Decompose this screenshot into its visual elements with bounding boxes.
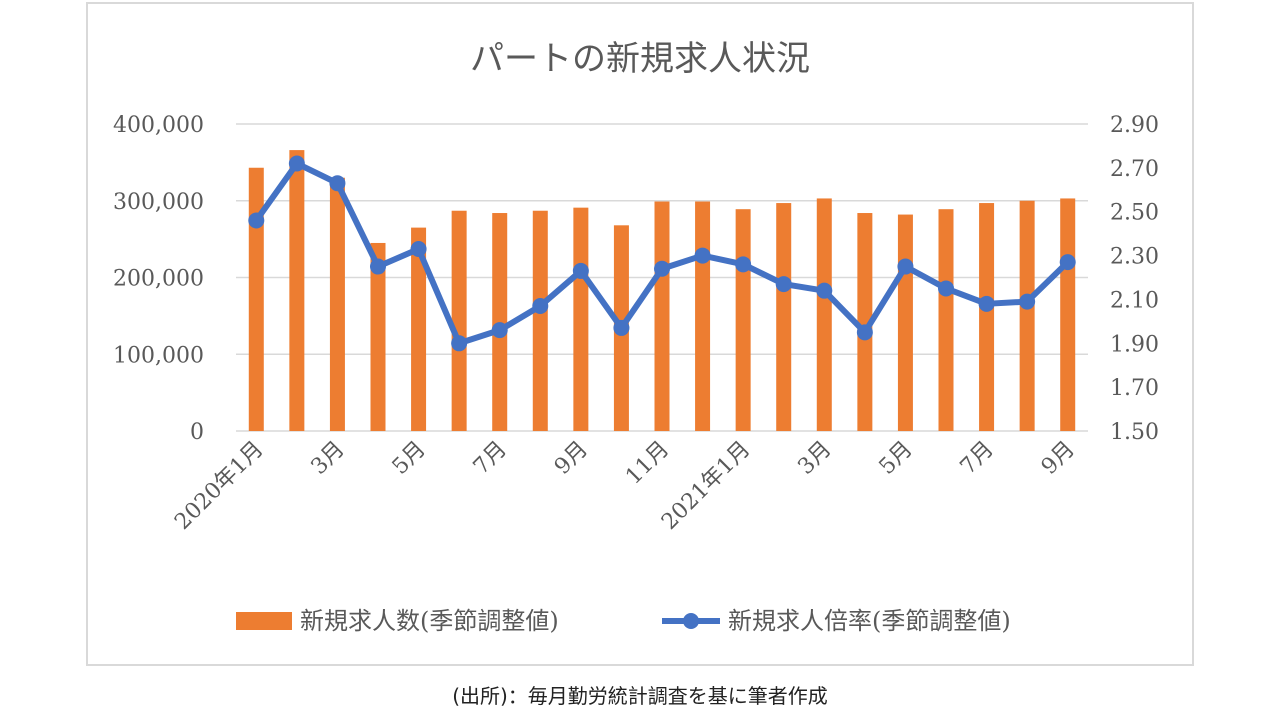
x-tick-label: 7月 [956, 437, 999, 480]
y-right-tick-label: 2.50 [1110, 201, 1159, 226]
bar [857, 213, 873, 431]
line-point [735, 256, 752, 273]
x-tick-label: 2021年1月 [657, 437, 755, 535]
line-point [978, 295, 995, 312]
axis-labels: 0 100,000 200,000 300,000 400,000 1.50 1.70 1.9… [113, 113, 1159, 535]
y-left-tick-label: 200,000 [113, 267, 204, 292]
line-point [856, 324, 873, 341]
bar [370, 242, 386, 431]
line-point [410, 240, 427, 257]
bar [573, 207, 589, 431]
y-left-tick-label: 100,000 [113, 343, 204, 368]
bar [776, 203, 792, 431]
line-point [532, 298, 549, 315]
line-point [288, 155, 305, 172]
chart-title: パートの新規求人状況 [470, 39, 810, 79]
legend-line-marker [683, 613, 699, 629]
line-series [248, 155, 1076, 352]
line-point [451, 335, 468, 352]
bar [1019, 200, 1035, 431]
line-point [775, 276, 792, 293]
y-right-tick-label: 2.30 [1110, 245, 1159, 270]
source-note: (出所)：毎月勤労統計調査を基に筆者作成 [452, 684, 828, 708]
bar [411, 227, 427, 431]
bar [695, 201, 711, 431]
line-point [1059, 254, 1076, 271]
line-point [491, 322, 508, 339]
x-tick-label: 5月 [388, 437, 431, 480]
legend-line-label: 新規求人倍率(季節調整値) [728, 607, 1011, 635]
legend-bar-label: 新規求人数(季節調整値) [300, 607, 559, 635]
line-point [897, 258, 914, 275]
bar [532, 210, 548, 431]
line-point [370, 258, 386, 275]
legend: 新規求人数(季節調整値) 新規求人倍率(季節調整値) [236, 607, 1011, 635]
y-left-tick-label: 300,000 [113, 190, 204, 215]
x-tick-label: 11月 [621, 437, 674, 490]
x-tick-label: 3月 [793, 437, 836, 480]
x-tick-label: 7月 [469, 437, 512, 480]
y-right-tick-label: 2.70 [1110, 157, 1159, 182]
bar [897, 214, 913, 431]
bar [1060, 198, 1076, 431]
bar [329, 177, 345, 431]
y-right-tick-label: 1.70 [1110, 376, 1159, 401]
legend-bar-swatch [236, 612, 292, 630]
y-right-tick-label: 1.50 [1110, 420, 1159, 445]
bar [735, 209, 751, 431]
bar [654, 201, 670, 431]
chart-frame [86, 2, 1194, 666]
bar [492, 213, 508, 431]
y-right-tick-label: 1.90 [1110, 332, 1159, 357]
bar [451, 210, 467, 431]
bar [248, 167, 264, 431]
line-point [938, 280, 954, 297]
line-point [654, 260, 670, 277]
line-point [572, 262, 589, 279]
bar [938, 209, 954, 431]
line-point [613, 319, 630, 336]
bar [816, 198, 832, 431]
x-tick-label: 9月 [1037, 437, 1080, 480]
bar [289, 150, 305, 431]
x-tick-label: 9月 [550, 437, 593, 480]
y-right-tick-label: 2.10 [1110, 288, 1159, 313]
bar [979, 203, 995, 431]
line-point [329, 175, 346, 192]
y-left-tick-label: 0 [190, 420, 204, 445]
y-left-tick-label: 400,000 [113, 113, 204, 138]
line-point [694, 247, 711, 264]
x-tick-label: 3月 [307, 437, 350, 480]
x-tick-label: 5月 [875, 437, 918, 480]
line-point [248, 212, 265, 229]
x-tick-label: 2020年1月 [170, 437, 268, 535]
y-right-tick-label: 2.90 [1110, 113, 1159, 138]
line-point [816, 282, 833, 299]
line-point [1019, 293, 1036, 310]
